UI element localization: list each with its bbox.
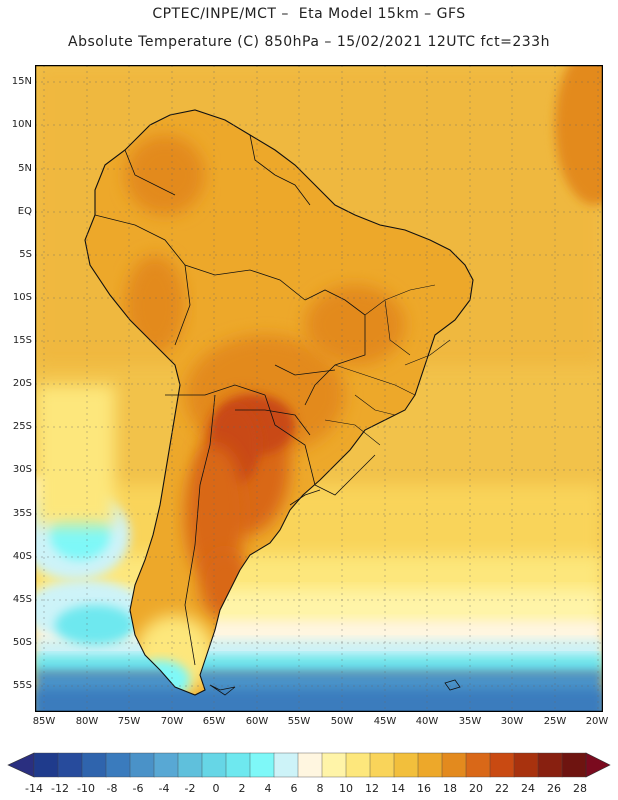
lon-label-75w: 75W <box>117 716 141 727</box>
lon-label-20w: 20W <box>585 716 609 727</box>
colorbar-label: 10 <box>339 782 353 795</box>
map-svg <box>35 65 603 712</box>
colorbar-segment <box>321 752 347 778</box>
lat-label-55s: 55S <box>12 680 32 691</box>
lat-label-30s: 30S <box>12 464 32 475</box>
colorbar-left-arrow <box>7 752 35 778</box>
colorbar-segment <box>177 752 203 778</box>
colorbar-label: 12 <box>365 782 379 795</box>
lon-label-80w: 80W <box>75 716 99 727</box>
colorbar-label: -2 <box>184 782 196 795</box>
title-line-2: Absolute Temperature (C) 850hPa – 15/02/… <box>68 34 550 50</box>
lat-label-35s: 35S <box>12 508 32 519</box>
lon-label-45w: 45W <box>373 716 397 727</box>
colorbar-segment <box>129 752 155 778</box>
colorbar-label: 2 <box>238 782 246 795</box>
colorbar-segment <box>153 752 179 778</box>
colorbar-segment <box>33 752 59 778</box>
colorbar-segments <box>33 752 587 778</box>
colorbar-label: -6 <box>132 782 144 795</box>
lat-label-45s: 45S <box>12 594 32 605</box>
lat-label-15n: 15N <box>11 76 32 87</box>
colorbar-segment <box>537 752 563 778</box>
colorbar-label: -14 <box>25 782 43 795</box>
colorbar-label: -10 <box>77 782 95 795</box>
colorbar-right-arrow <box>585 752 611 778</box>
colorbar-segment <box>561 752 587 778</box>
colorbar-segment <box>345 752 371 778</box>
temperature-map <box>35 65 603 712</box>
lon-label-25w: 25W <box>543 716 567 727</box>
lat-label-5n: 5N <box>18 163 32 174</box>
colorbar-label: -8 <box>106 782 118 795</box>
temperature-colorbar <box>7 752 611 778</box>
colorbar-segment <box>369 752 395 778</box>
colorbar-segment <box>417 752 443 778</box>
lat-label-50s: 50S <box>12 637 32 648</box>
lon-label-30w: 30W <box>500 716 524 727</box>
lat-label-5s: 5S <box>19 249 32 260</box>
lon-label-60w: 60W <box>245 716 269 727</box>
colorbar-segment <box>441 752 467 778</box>
lon-label-65w: 65W <box>202 716 226 727</box>
colorbar-segment <box>225 752 251 778</box>
colorbar-segment <box>57 752 83 778</box>
colorbar-label: 14 <box>391 782 405 795</box>
colorbar-label: 18 <box>443 782 457 795</box>
colorbar-label: 0 <box>212 782 220 795</box>
lon-label-50w: 50W <box>330 716 354 727</box>
colorbar-segment <box>249 752 275 778</box>
colorbar-label: 20 <box>469 782 483 795</box>
lat-label-40s: 40S <box>12 551 32 562</box>
colorbar-segment <box>273 752 299 778</box>
colorbar-label: 28 <box>573 782 587 795</box>
lon-label-40w: 40W <box>415 716 439 727</box>
colorbar-label: 8 <box>316 782 324 795</box>
lat-label-10s: 10S <box>12 292 32 303</box>
lon-label-35w: 35W <box>458 716 482 727</box>
lon-label-85w: 85W <box>32 716 56 727</box>
colorbar-label: 16 <box>417 782 431 795</box>
lon-label-70w: 70W <box>160 716 184 727</box>
colorbar-label: 6 <box>290 782 298 795</box>
colorbar-label: 4 <box>264 782 272 795</box>
colorbar-segment <box>465 752 491 778</box>
lat-label-20s: 20S <box>12 378 32 389</box>
lon-label-55w: 55W <box>287 716 311 727</box>
colorbar-label: -4 <box>158 782 170 795</box>
colorbar-label: -12 <box>51 782 69 795</box>
colorbar-label: 22 <box>495 782 509 795</box>
lat-label-15s: 15S <box>12 335 32 346</box>
colorbar-segment <box>489 752 515 778</box>
colorbar-segment <box>105 752 131 778</box>
colorbar-segment <box>201 752 227 778</box>
lat-label-eq: EQ <box>17 206 32 217</box>
colorbar-label: 24 <box>521 782 535 795</box>
colorbar-segment <box>81 752 107 778</box>
lat-label-25s: 25S <box>12 421 32 432</box>
lat-label-10n: 10N <box>11 119 32 130</box>
colorbar-segment <box>513 752 539 778</box>
colorbar-segment <box>297 752 323 778</box>
title-line-1: CPTEC/INPE/MCT – Eta Model 15km – GFS <box>152 6 466 22</box>
colorbar-label: 26 <box>547 782 561 795</box>
colorbar-segment <box>393 752 419 778</box>
